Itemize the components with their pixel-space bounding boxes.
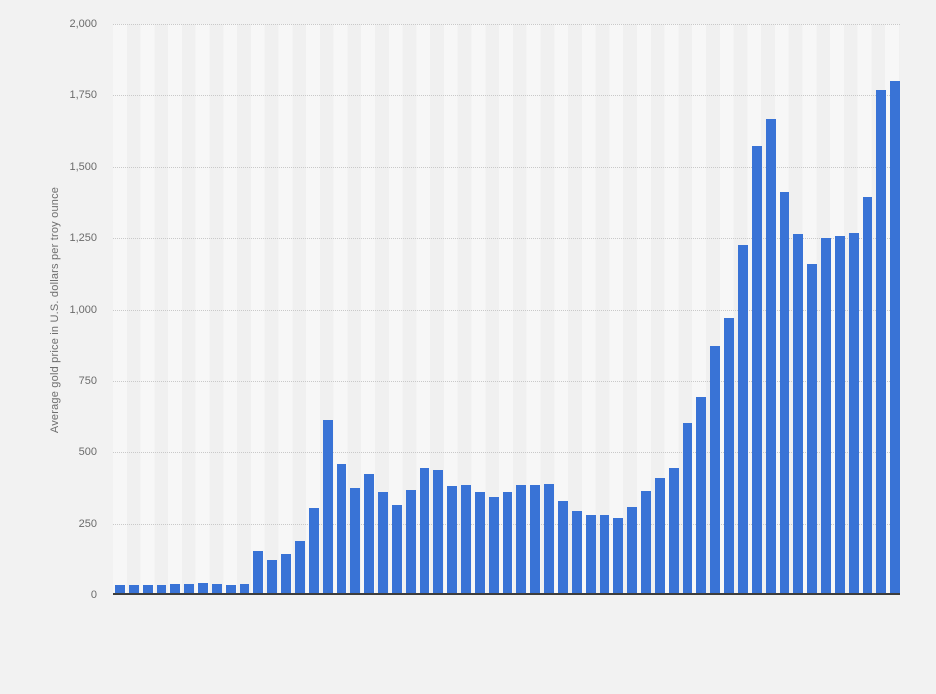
bar[interactable] <box>613 517 624 595</box>
y-tick-label: 1,750 <box>69 89 97 102</box>
bar[interactable] <box>765 118 776 595</box>
bar[interactable] <box>696 396 707 595</box>
bar[interactable] <box>211 583 222 595</box>
gridline <box>113 309 900 311</box>
y-tick-label: 0 <box>90 589 97 601</box>
bar[interactable] <box>862 197 873 595</box>
gridline <box>113 24 900 25</box>
bar[interactable] <box>779 192 790 595</box>
bar[interactable] <box>668 467 679 595</box>
plot-area <box>113 24 901 595</box>
gridline <box>113 238 900 240</box>
bar[interactable] <box>281 553 291 595</box>
y-tick-label: 1,250 <box>69 232 97 245</box>
bar[interactable] <box>170 584 181 595</box>
bar[interactable] <box>198 583 208 595</box>
bar[interactable] <box>156 584 167 595</box>
bar[interactable] <box>308 507 319 595</box>
bar[interactable] <box>294 540 305 595</box>
bar[interactable] <box>737 245 748 595</box>
bar[interactable] <box>391 504 402 595</box>
bar[interactable] <box>184 583 195 595</box>
y-tick-label: 250 <box>78 517 97 530</box>
y-tick-label: 1,500 <box>69 160 97 173</box>
bar[interactable] <box>378 492 388 595</box>
y-tick-label: 750 <box>78 374 97 387</box>
bar[interactable] <box>239 584 250 595</box>
bar[interactable] <box>571 511 582 595</box>
bar[interactable] <box>641 491 651 595</box>
bar[interactable] <box>585 515 596 595</box>
bar[interactable] <box>419 467 430 595</box>
y-axis-tick-labels: 2,000 1,750 1,500 1,250 1,000 750 500 250 0 <box>0 0 97 694</box>
bar[interactable] <box>627 506 638 595</box>
bar[interactable] <box>834 236 845 595</box>
bar[interactable] <box>447 486 458 595</box>
bar[interactable] <box>848 233 859 595</box>
bar[interactable] <box>558 500 568 595</box>
gridline <box>113 166 900 168</box>
y-tick-label: 2,000 <box>69 18 97 30</box>
bar[interactable] <box>890 81 901 595</box>
bar[interactable] <box>225 584 236 595</box>
bar[interactable] <box>405 489 416 595</box>
bar[interactable] <box>516 485 527 595</box>
bar[interactable] <box>350 487 361 595</box>
bar[interactable] <box>807 263 818 595</box>
bar[interactable] <box>530 485 541 595</box>
bar[interactable] <box>876 89 887 595</box>
bar[interactable] <box>793 233 804 595</box>
y-tick-label: 500 <box>78 446 97 459</box>
bar[interactable] <box>433 470 444 595</box>
gridline <box>113 452 900 454</box>
gridline <box>113 95 900 97</box>
bar[interactable] <box>142 585 153 595</box>
bar[interactable] <box>654 477 665 595</box>
gridline <box>113 380 900 382</box>
x-axis-line <box>113 593 900 595</box>
y-tick-label: 1,000 <box>69 303 97 316</box>
bar[interactable] <box>115 585 125 595</box>
bar[interactable] <box>599 515 610 595</box>
bar[interactable] <box>364 474 375 595</box>
bar[interactable] <box>253 550 264 595</box>
bar[interactable] <box>502 492 513 595</box>
bar[interactable] <box>710 346 721 595</box>
bars-container <box>115 24 901 595</box>
bar[interactable] <box>267 559 278 595</box>
bar[interactable] <box>724 317 734 595</box>
bar[interactable] <box>751 146 762 595</box>
bar[interactable] <box>544 484 554 595</box>
bar[interactable] <box>488 496 499 595</box>
bar[interactable] <box>128 585 139 595</box>
bar[interactable] <box>336 463 347 595</box>
bar[interactable] <box>474 491 485 595</box>
bar[interactable] <box>821 237 831 595</box>
bar[interactable] <box>322 420 333 595</box>
bar[interactable] <box>461 485 471 595</box>
bar[interactable] <box>682 422 693 595</box>
